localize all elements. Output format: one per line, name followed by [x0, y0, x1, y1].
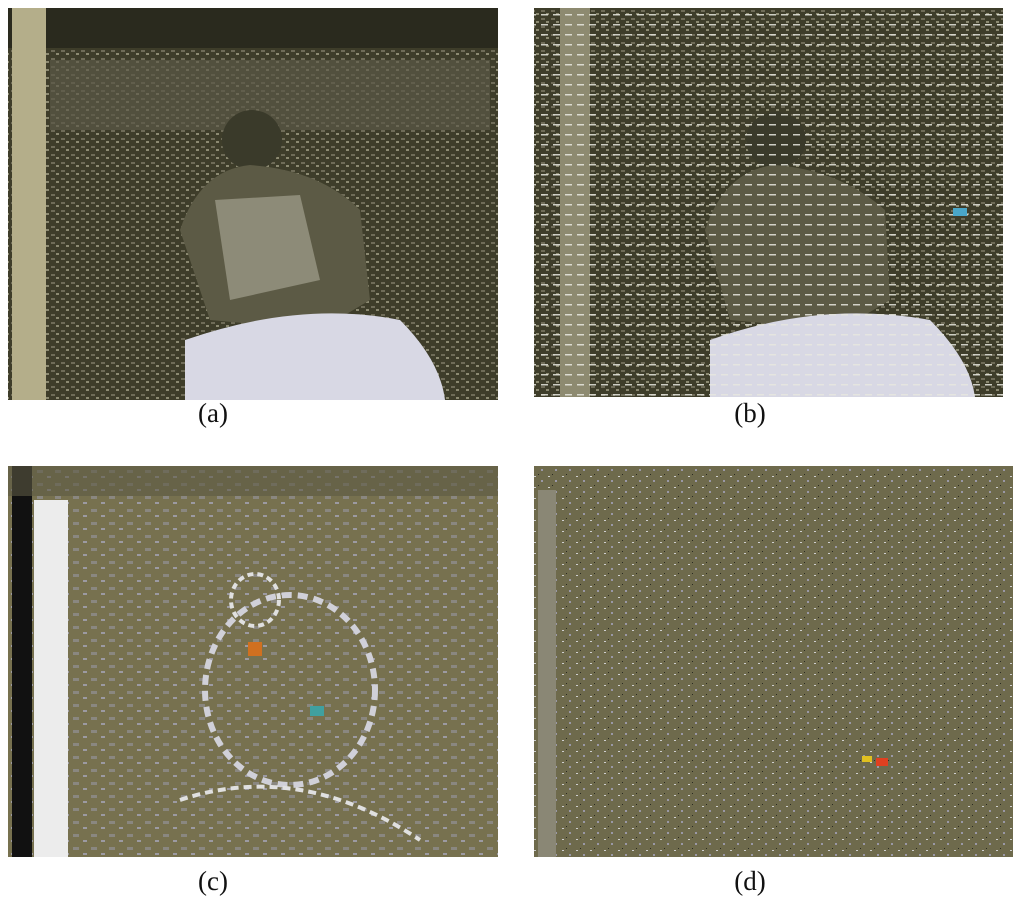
caption: (a)	[198, 398, 228, 428]
marker	[248, 642, 262, 656]
marker	[862, 756, 872, 762]
marker	[876, 758, 888, 766]
shirt	[215, 195, 320, 300]
caption: (d)	[734, 866, 765, 896]
image	[8, 466, 498, 857]
fence	[8, 8, 498, 48]
edge-dark	[12, 466, 32, 857]
tree	[12, 8, 46, 400]
bike	[185, 313, 445, 400]
panel-c	[8, 466, 498, 857]
caption: (c)	[198, 866, 228, 896]
marker	[953, 208, 967, 216]
head-outline	[229, 572, 281, 628]
caption: (b)	[734, 398, 765, 428]
panel-b	[534, 8, 1003, 397]
marker	[310, 706, 324, 716]
fence	[8, 466, 498, 496]
tree	[538, 490, 556, 857]
panel-d	[534, 466, 1013, 857]
edge-light	[34, 500, 68, 857]
head	[222, 110, 282, 170]
panel-a	[8, 8, 498, 400]
bike-outline	[179, 784, 422, 842]
image	[534, 466, 1013, 857]
rider-outline	[202, 592, 378, 788]
motion-vectors	[534, 8, 1003, 397]
